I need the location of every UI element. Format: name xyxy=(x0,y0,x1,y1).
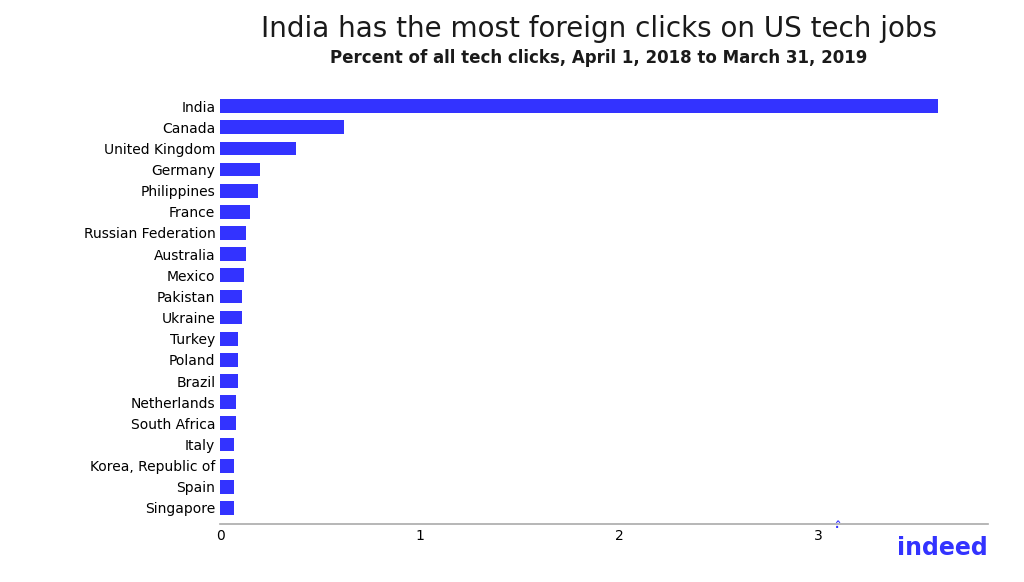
Bar xyxy=(220,395,237,409)
Bar xyxy=(220,290,242,303)
Text: ˆ: ˆ xyxy=(834,521,841,534)
Bar xyxy=(220,141,296,155)
Bar xyxy=(220,120,344,134)
Bar xyxy=(220,417,237,430)
Text: ·: · xyxy=(834,519,841,538)
Bar xyxy=(220,226,246,240)
Bar xyxy=(220,501,234,515)
Bar xyxy=(220,247,246,261)
Bar xyxy=(220,99,938,113)
Text: indeed: indeed xyxy=(897,536,988,560)
Bar xyxy=(220,480,234,494)
Bar xyxy=(220,353,239,367)
Bar xyxy=(220,268,244,282)
Text: Percent of all tech clicks, April 1, 2018 to March 31, 2019: Percent of all tech clicks, April 1, 201… xyxy=(331,49,867,68)
Bar xyxy=(220,311,242,324)
Bar xyxy=(220,374,239,388)
Bar xyxy=(220,459,234,473)
Bar xyxy=(220,438,234,452)
Text: India has the most foreign clicks on US tech jobs: India has the most foreign clicks on US … xyxy=(261,15,937,42)
Bar xyxy=(220,205,250,219)
Bar xyxy=(220,162,260,176)
Bar xyxy=(220,332,239,346)
Bar xyxy=(220,184,258,197)
